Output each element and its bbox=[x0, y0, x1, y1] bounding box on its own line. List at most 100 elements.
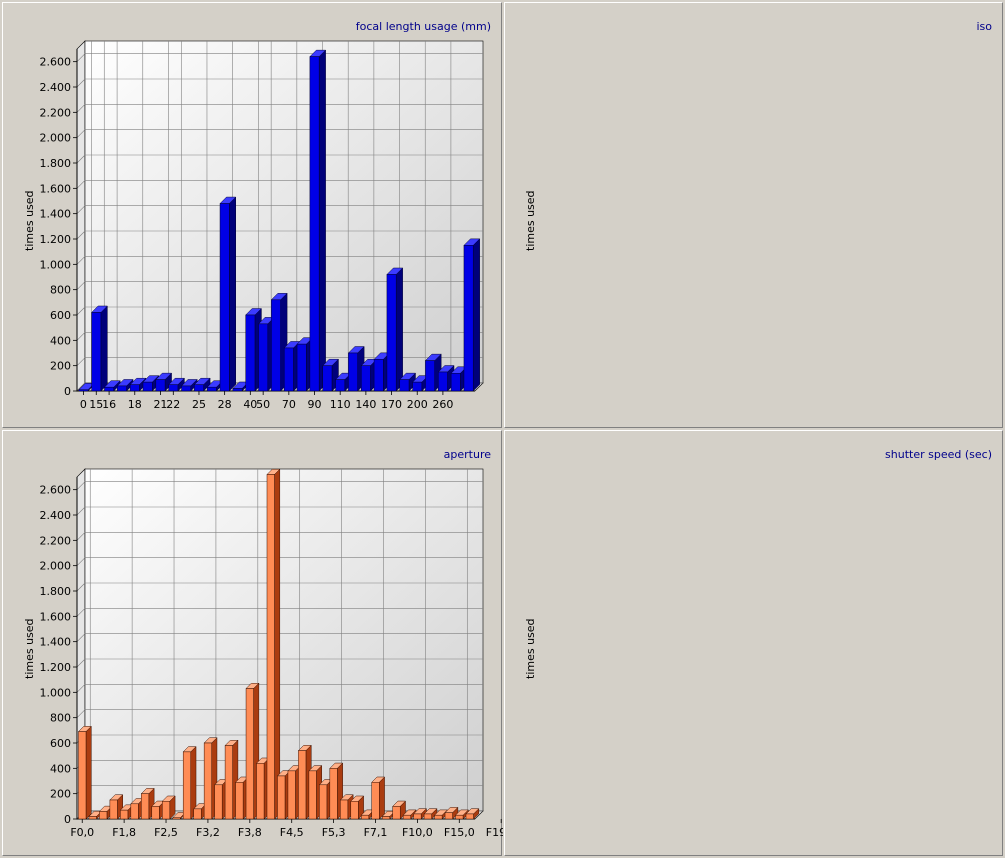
bar-face bbox=[350, 801, 359, 820]
bar-face bbox=[78, 731, 87, 820]
grid-line-diagonal bbox=[76, 104, 86, 113]
bar-face bbox=[412, 381, 423, 392]
bar bbox=[423, 808, 438, 820]
plot-back-wall bbox=[84, 468, 484, 812]
y-tick-label: 1.600 bbox=[40, 610, 72, 623]
chart-panel-focal-length: 0 200 400 600 800 1.000 1.200 1.400 1.600 1.800 2.… bbox=[2, 2, 502, 428]
chart-svg: 0 200 400 600 800 1.000 1.200 1.400 1.600 1.800 2.… bbox=[40, 468, 503, 839]
y-tick-label: 2.200 bbox=[40, 534, 72, 547]
grid-line-diagonal bbox=[76, 633, 86, 642]
grid-line-diagonal bbox=[76, 608, 86, 617]
bar-side bbox=[274, 468, 281, 820]
y-tick-label: 2.000 bbox=[40, 132, 72, 145]
grid-line-diagonal bbox=[76, 582, 86, 592]
x-tick-label: 28 bbox=[218, 398, 232, 411]
bar bbox=[266, 468, 281, 820]
bar-face bbox=[371, 782, 380, 820]
x-tick-label: 22 bbox=[166, 398, 180, 411]
bar-face bbox=[450, 373, 461, 392]
x-tick-label: 200 bbox=[407, 398, 428, 411]
chart-title: iso bbox=[976, 20, 992, 33]
bar-face bbox=[258, 323, 269, 392]
y-tick-label: 1.400 bbox=[40, 208, 72, 221]
y-tick-label: 2.600 bbox=[40, 56, 72, 69]
x-tick-label: F5,3 bbox=[322, 826, 346, 839]
bar-face bbox=[219, 203, 230, 392]
y-tick-label: 2.400 bbox=[40, 509, 72, 522]
bar-face bbox=[298, 750, 307, 820]
grid-line-diagonal bbox=[76, 281, 86, 290]
bar-face bbox=[444, 812, 453, 820]
bar-face bbox=[340, 799, 349, 820]
bar-face bbox=[206, 386, 217, 392]
grid-line-diagonal bbox=[76, 180, 86, 189]
bar-face bbox=[232, 388, 243, 392]
bar-face bbox=[256, 763, 265, 820]
y-tick-label: 1.200 bbox=[40, 233, 72, 246]
y-tick-label: 400 bbox=[50, 334, 71, 347]
y-tick-label: 0 bbox=[64, 813, 71, 826]
bar-face bbox=[423, 813, 432, 820]
y-tick-label: 1.600 bbox=[40, 182, 72, 195]
grid-line-diagonal bbox=[76, 154, 86, 164]
x-tick-label: 260 bbox=[432, 398, 453, 411]
bar-face bbox=[308, 770, 317, 820]
grid-line-diagonal bbox=[76, 53, 86, 62]
y-tick-label: 1.800 bbox=[40, 585, 72, 598]
chart-title: focal length usage (mm) bbox=[355, 20, 491, 33]
y-tick-label: 800 bbox=[50, 284, 71, 297]
bar-face bbox=[361, 814, 370, 820]
y-axis-label: times used bbox=[524, 190, 537, 251]
bar bbox=[161, 795, 176, 820]
bar-face bbox=[155, 379, 166, 392]
bar-face bbox=[141, 793, 150, 820]
grid-line-diagonal bbox=[76, 357, 86, 366]
bar-face bbox=[78, 389, 89, 392]
grid-line-diagonal bbox=[76, 506, 86, 516]
bar-face bbox=[335, 379, 346, 392]
bar-face bbox=[194, 384, 204, 392]
bar-face bbox=[130, 803, 139, 820]
grid-line-diagonal bbox=[76, 658, 86, 668]
y-tick-label: 0 bbox=[64, 385, 71, 398]
x-tick-label: F3,2 bbox=[196, 826, 220, 839]
bar bbox=[350, 795, 365, 820]
bar-face bbox=[235, 782, 244, 820]
bar-face bbox=[181, 385, 192, 392]
y-tick-label: 2.000 bbox=[40, 560, 72, 573]
bar-face bbox=[283, 347, 294, 392]
bar-face bbox=[245, 688, 254, 820]
x-tick-label: 40 bbox=[243, 398, 257, 411]
bar-face bbox=[245, 314, 256, 392]
grid-line-diagonal bbox=[76, 532, 86, 541]
y-axis-label: times used bbox=[23, 190, 36, 251]
grid-line-diagonal bbox=[76, 256, 86, 265]
x-tick-label: 21 bbox=[153, 398, 167, 411]
chart-title: aperture bbox=[443, 448, 491, 461]
bar-face bbox=[151, 806, 160, 820]
bar bbox=[193, 377, 211, 392]
x-tick-label: 18 bbox=[128, 398, 142, 411]
bar-face bbox=[402, 814, 411, 820]
bar bbox=[182, 745, 197, 820]
bar-face bbox=[386, 274, 397, 392]
x-tick-label: F2,5 bbox=[154, 826, 178, 839]
bar bbox=[402, 809, 417, 820]
y-axis-label: times used bbox=[524, 618, 537, 679]
grid-line-diagonal bbox=[76, 78, 86, 88]
bar-face bbox=[360, 365, 371, 392]
bar-face bbox=[296, 343, 307, 392]
y-tick-label: 2.400 bbox=[40, 81, 72, 94]
x-tick-label: F10,0 bbox=[402, 826, 433, 839]
bar bbox=[168, 377, 185, 392]
y-tick-label: 1.200 bbox=[40, 661, 72, 674]
y-axis-label: times used bbox=[23, 618, 36, 679]
bar bbox=[371, 776, 386, 820]
bar-side bbox=[379, 776, 385, 820]
bar-face bbox=[182, 751, 191, 820]
bar-face bbox=[91, 312, 102, 392]
bar-face bbox=[203, 742, 212, 820]
x-tick-label: 25 bbox=[192, 398, 206, 411]
bar-side bbox=[318, 49, 326, 392]
bar-face bbox=[129, 384, 140, 392]
